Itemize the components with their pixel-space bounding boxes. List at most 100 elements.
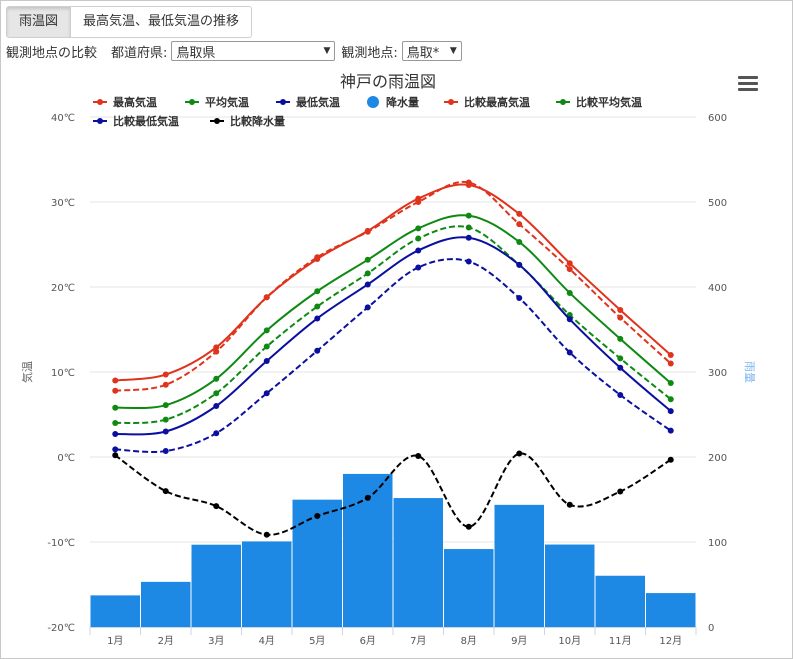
y-axis-title-right: 雨量	[743, 361, 756, 383]
series-point	[314, 255, 321, 262]
series-point	[162, 448, 169, 455]
series-point	[617, 364, 624, 371]
series-point	[263, 327, 270, 334]
chevron-down-icon: ▼	[449, 46, 457, 56]
rain-bar	[595, 575, 645, 627]
x-tick-label: 8月	[461, 635, 477, 647]
rain-bar	[292, 499, 342, 627]
series-point	[364, 227, 371, 234]
tab-temp-trend[interactable]: 最高気温、最低気温の推移	[83, 14, 240, 29]
series-point	[566, 349, 573, 356]
series-point	[617, 335, 624, 342]
series-point	[263, 531, 270, 538]
y-tick-label-right: 300	[708, 368, 727, 379]
series-line	[115, 258, 672, 453]
y-axis-title-left: 気温	[20, 361, 34, 383]
series-point	[415, 225, 422, 232]
y-tick-label-left: 20℃	[51, 283, 75, 294]
series-point	[617, 488, 624, 495]
series-point	[314, 347, 321, 354]
series-point	[112, 404, 119, 411]
legend-marker-dot	[97, 99, 103, 105]
rain-bar	[242, 541, 292, 627]
series-line	[115, 225, 672, 424]
series-point	[364, 256, 371, 263]
x-tick-label: 2月	[158, 635, 174, 647]
series-point	[415, 247, 422, 254]
legend-marker-dot	[214, 118, 220, 124]
series-point	[415, 195, 422, 202]
series-point	[162, 402, 169, 409]
series-point	[415, 452, 422, 459]
station-select[interactable]: 鳥取* ▼	[401, 41, 462, 61]
y-tick-label-left: 10℃	[51, 368, 75, 379]
legend-marker	[367, 96, 379, 108]
x-tick-label: 7月	[410, 635, 426, 647]
series-point	[213, 344, 220, 351]
legend-label: 最低気温	[296, 95, 340, 109]
series-point	[112, 387, 119, 394]
prefecture-select[interactable]: 鳥取県 ▼	[171, 41, 336, 61]
series-point	[617, 391, 624, 398]
legend-label: 比較最低気温	[113, 114, 179, 128]
series-point	[566, 260, 573, 267]
series-point	[465, 258, 472, 265]
series-point	[667, 408, 674, 415]
series-point	[516, 450, 523, 457]
x-tick-label: 1月	[107, 635, 123, 647]
y-tick-label-left: 30℃	[51, 198, 75, 209]
y-tick-label-right: 400	[708, 283, 727, 294]
x-tick-label: 5月	[309, 635, 325, 647]
station-value: 鳥取*	[406, 45, 440, 61]
series-point	[112, 420, 119, 426]
series-point	[213, 390, 220, 397]
y-tick-label-right: 100	[708, 538, 727, 549]
tab-rain-temp-chart[interactable]: 雨温図	[7, 7, 72, 37]
series-point	[314, 303, 321, 310]
rain-bar	[191, 544, 241, 627]
axes: 40℃ 600 30℃ 500 20℃ 400 10℃ 300 0℃ 200 -10℃ 100 -20℃…	[20, 113, 756, 647]
compare-label: 観測地点の比較	[6, 45, 98, 61]
x-tick-label: 9月	[511, 635, 527, 647]
series-point	[617, 306, 624, 313]
x-tick-label: 12月	[659, 635, 682, 647]
series-point	[364, 281, 371, 288]
y-tick-label-right: 600	[708, 113, 727, 124]
series-point	[566, 289, 573, 296]
series-point	[314, 512, 321, 519]
series-point	[617, 314, 624, 321]
y-tick-label-left: -20℃	[47, 623, 75, 634]
series-point	[213, 403, 220, 409]
series-point	[364, 304, 371, 311]
grid	[90, 116, 696, 628]
series-point	[667, 427, 674, 434]
series-point	[213, 348, 220, 355]
rain-bar	[545, 544, 595, 627]
series-point	[465, 212, 472, 219]
series-point	[667, 456, 674, 463]
x-tick-label: 4月	[259, 635, 275, 647]
x-tick-label: 6月	[360, 635, 376, 647]
series-point	[516, 295, 523, 302]
series-point	[112, 452, 119, 459]
temp-lines	[112, 179, 674, 538]
series-point	[667, 396, 674, 403]
rain-bar	[393, 498, 443, 627]
series-point	[263, 390, 270, 397]
y-tick-label-left: -10℃	[47, 538, 75, 549]
series-point	[667, 380, 674, 387]
rain-bar	[141, 581, 191, 627]
legend-label: 降水量	[386, 95, 419, 109]
chevron-down-icon: ▼	[323, 46, 331, 56]
legend-label: 比較平均気温	[576, 95, 642, 109]
legend-label: 比較最高気温	[464, 95, 530, 109]
comparison-controls: 観測地点の比較 都道府県: 鳥取県 ▼ 観測地点: 鳥取* ▼	[6, 40, 468, 62]
series-point	[465, 234, 472, 241]
series-point	[162, 428, 169, 435]
series-point	[667, 352, 674, 358]
prefecture-value: 鳥取県	[176, 45, 216, 61]
series-point	[465, 182, 472, 188]
chart-menu-icon[interactable]	[738, 76, 758, 94]
